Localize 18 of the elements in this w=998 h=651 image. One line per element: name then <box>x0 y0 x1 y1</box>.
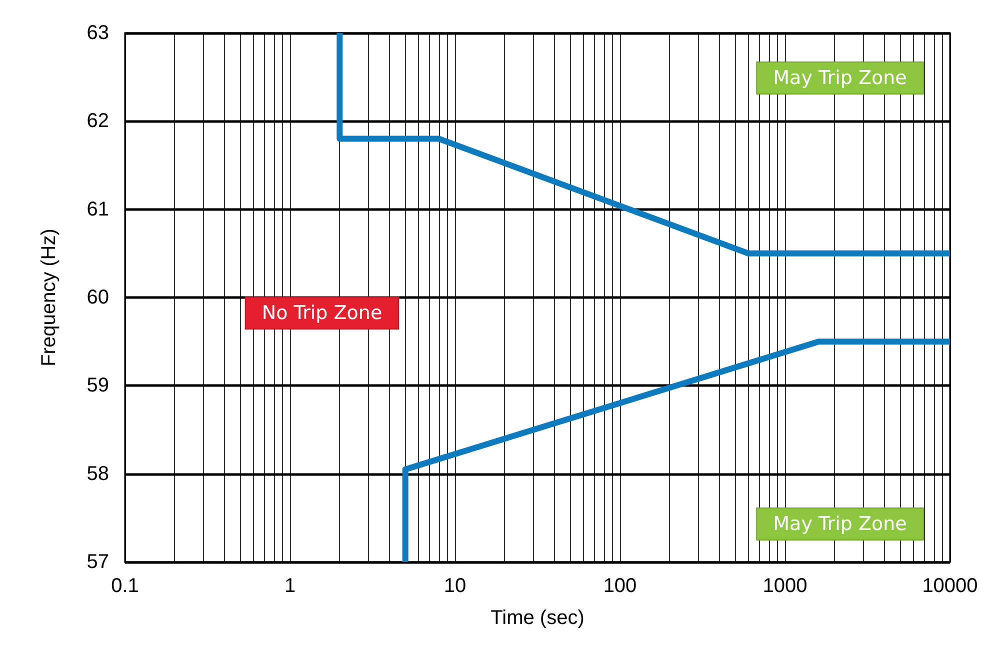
x-tick-label: 1 <box>284 575 296 597</box>
y-tick-label: 61 <box>86 198 109 220</box>
x-tick-label: 1000 <box>762 575 808 597</box>
x-tick-label: 100 <box>603 575 637 597</box>
annotation: No Trip Zone <box>262 302 382 324</box>
annotation: May Trip Zone <box>773 513 907 535</box>
y-tick-label: 63 <box>86 22 109 44</box>
x-tick-label: 10000 <box>922 575 978 597</box>
y-tick-label: 57 <box>86 551 109 573</box>
x-tick-label: 0.1 <box>111 575 139 597</box>
y-tick-label: 60 <box>86 286 109 308</box>
y-tick-label: 59 <box>86 374 109 397</box>
x-axis-title: Time (sec) <box>490 607 584 629</box>
y-tick-label: 58 <box>86 462 109 485</box>
y-axis-title: Frequency (Hz) <box>38 228 60 366</box>
x-tick-label: 10 <box>444 575 466 597</box>
annotation: May Trip Zone <box>773 67 907 89</box>
y-tick-label: 62 <box>86 110 109 132</box>
